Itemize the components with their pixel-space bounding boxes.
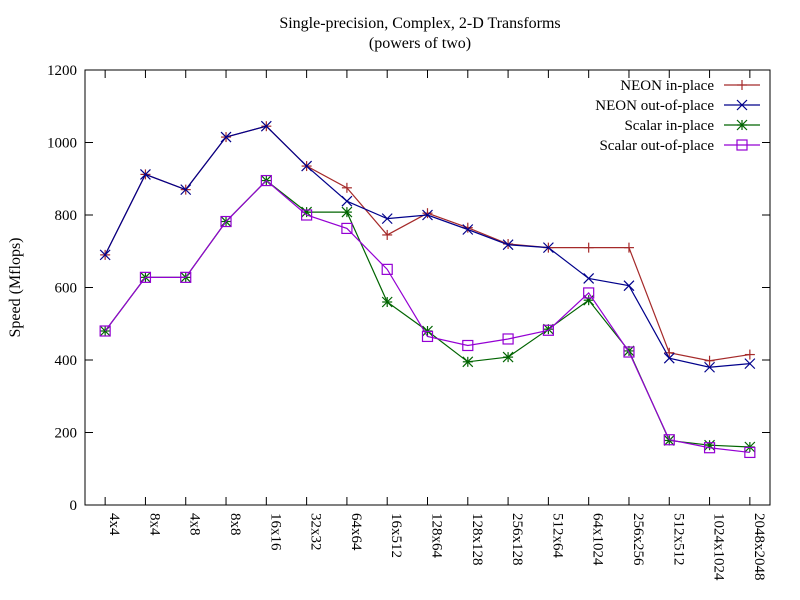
y-tick-label: 600	[55, 281, 78, 297]
x-tick-label: 128x64	[429, 513, 445, 559]
legend-label: NEON out-of-place	[595, 98, 714, 114]
legend-label: Scalar out-of-place	[599, 138, 714, 154]
x-tick-label: 256x256	[630, 513, 646, 566]
chart-svg: Single-precision, Complex, 2-D Transform…	[0, 0, 800, 600]
chart-title-line1: Single-precision, Complex, 2-D Transform…	[279, 15, 560, 32]
legend-label: Scalar in-place	[624, 118, 714, 134]
x-tick-label: 4x8	[187, 513, 203, 536]
chart-container: Single-precision, Complex, 2-D Transform…	[0, 0, 800, 600]
legend-label: NEON in-place	[620, 78, 714, 94]
chart-title-line2: (powers of two)	[369, 35, 471, 52]
x-tick-label: 512x64	[549, 513, 565, 559]
x-tick-label: 8x4	[146, 513, 162, 536]
x-tick-label: 512x512	[670, 513, 686, 566]
x-tick-label: 64x1024	[590, 513, 606, 566]
x-tick-label: 32x32	[308, 513, 324, 551]
x-tick-label: 128x128	[469, 513, 485, 566]
x-tick-label: 64x64	[348, 513, 364, 551]
y-tick-label: 1200	[47, 63, 77, 79]
y-tick-label: 200	[55, 426, 78, 442]
x-tick-label: 4x4	[106, 513, 122, 536]
x-tick-label: 1024x1024	[711, 513, 727, 581]
y-tick-label: 400	[55, 353, 78, 369]
x-tick-label: 16x512	[388, 513, 404, 558]
x-tick-label: 256x128	[509, 513, 525, 566]
y-axis-label: Speed (Mflops)	[7, 238, 24, 338]
y-tick-label: 800	[55, 208, 78, 224]
x-tick-label: 2048x2048	[751, 513, 767, 581]
y-tick-label: 0	[70, 498, 78, 514]
x-tick-label: 16x16	[267, 513, 283, 551]
x-tick-label: 8x8	[227, 513, 243, 536]
y-tick-label: 1000	[47, 136, 77, 152]
